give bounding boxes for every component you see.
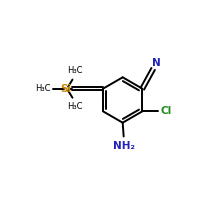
Text: H₃C: H₃C [67,66,82,75]
Text: Cl: Cl [161,106,172,116]
Text: Si: Si [61,84,72,94]
Text: H₃C: H₃C [35,84,50,93]
Text: H₃C: H₃C [67,102,82,111]
Text: NH₂: NH₂ [113,141,135,151]
Text: N: N [152,58,161,68]
